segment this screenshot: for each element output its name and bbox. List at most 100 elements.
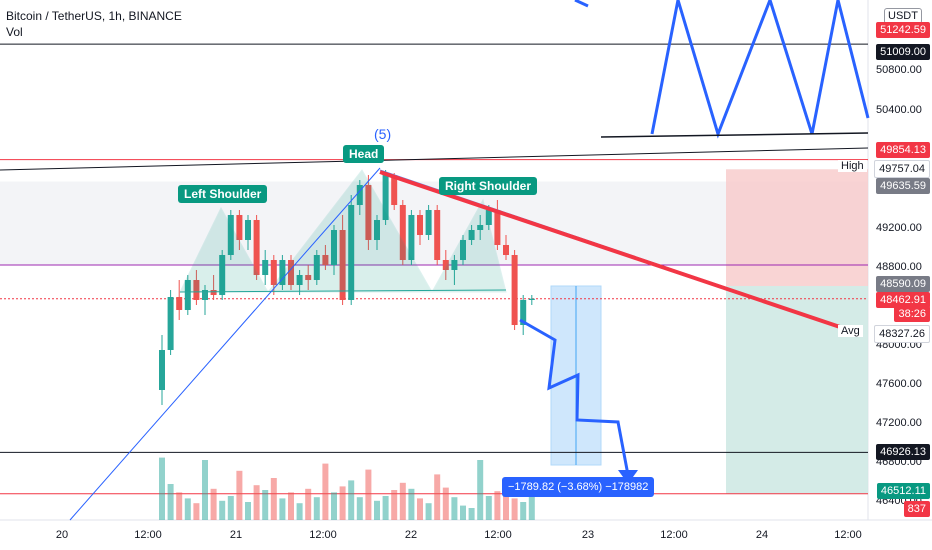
candle-body xyxy=(408,215,415,260)
volume-bar xyxy=(262,490,269,520)
volume-bar xyxy=(227,496,234,520)
volume-bar xyxy=(202,460,208,520)
volume-bar xyxy=(210,488,217,520)
x-tick-label: 20 xyxy=(55,529,69,541)
candle-body xyxy=(485,210,492,225)
volume-bar xyxy=(511,498,518,520)
volume-bar xyxy=(382,496,389,520)
volume-bar xyxy=(184,498,191,520)
volume-bar xyxy=(176,492,183,520)
volume-legend[interactable]: Vol xyxy=(6,25,23,39)
candle-body xyxy=(219,255,226,295)
volume-bar xyxy=(279,498,286,520)
chart-header: Bitcoin / TetherUS, 1h, BINANCE Vol xyxy=(6,8,182,40)
candle-body xyxy=(477,225,484,230)
candle-body xyxy=(159,350,165,390)
x-tick-label: 22 xyxy=(404,529,418,541)
y-tick-label: 47600.00 xyxy=(876,378,922,390)
volume-bar xyxy=(442,487,449,520)
upper-arrow-stub xyxy=(574,0,589,8)
volume-bar xyxy=(485,496,492,520)
volume-bar xyxy=(391,490,398,520)
x-tick-label: 12:00 xyxy=(309,529,337,541)
candle-body xyxy=(425,210,432,235)
candle-body xyxy=(245,220,251,240)
measure-label[interactable]: −1789.82 (−3.68%) −178982 xyxy=(502,477,655,497)
neckline xyxy=(179,289,507,293)
volume-bar xyxy=(245,502,251,520)
projection-path xyxy=(519,318,630,476)
upper-zigzag xyxy=(650,0,870,139)
x-tick-label: 12:00 xyxy=(834,529,862,541)
volume-bar xyxy=(219,500,226,520)
candle-body xyxy=(442,260,449,270)
price-tag-46926[interactable]: 46926.13 xyxy=(876,444,930,460)
head-label[interactable]: Head xyxy=(343,145,385,163)
volume-bar xyxy=(434,474,441,520)
price-tag-51242[interactable]: 51242.59 xyxy=(876,22,930,38)
avg-label: Avg xyxy=(838,325,863,337)
resistance-trendline xyxy=(379,170,841,329)
stop-zone xyxy=(726,169,868,286)
price-tag-countdown[interactable]: 38:26 xyxy=(894,306,930,322)
candle-body xyxy=(279,260,286,285)
price-tag-volume[interactable]: 837 xyxy=(903,501,930,517)
currency-button[interactable]: USDT xyxy=(884,8,922,24)
volume-bar xyxy=(339,486,346,520)
volume-bar xyxy=(270,478,277,520)
candle-body xyxy=(494,210,501,245)
price-tag-49635[interactable]: 49635.59 xyxy=(876,178,930,194)
volume-bar xyxy=(296,503,303,520)
price-tag-last[interactable]: 48462.91 xyxy=(876,292,930,308)
candle-body xyxy=(262,260,269,275)
price-tag-avg[interactable]: 48327.26 xyxy=(874,325,930,343)
candle-body xyxy=(339,230,346,300)
candle-body xyxy=(210,290,217,295)
candle-body xyxy=(391,175,398,205)
x-tick-label: 24 xyxy=(755,529,769,541)
candle-body xyxy=(296,275,303,285)
right-shoulder-label[interactable]: Right Shoulder xyxy=(439,177,537,195)
x-tick-label: 23 xyxy=(581,529,595,541)
candle-body xyxy=(468,230,475,240)
candle-body xyxy=(434,210,441,260)
volume-bar xyxy=(253,485,260,520)
volume-bar xyxy=(451,497,458,520)
price-tag-51009[interactable]: 51009.00 xyxy=(876,44,930,60)
volume-bar xyxy=(193,503,200,520)
candle-body xyxy=(193,280,200,300)
rising-trendline xyxy=(0,147,869,171)
price-tag-49854[interactable]: 49854.13 xyxy=(876,142,930,158)
volume-bar xyxy=(374,500,380,520)
y-tick-label: 50400.00 xyxy=(876,104,922,116)
range-zone xyxy=(0,181,868,265)
y-tick-label: 48800.00 xyxy=(876,261,922,273)
x-tick-label: 12:00 xyxy=(660,529,688,541)
candle-body xyxy=(288,260,294,285)
price-tag-46512[interactable]: 46512.11 xyxy=(876,483,930,499)
price-tag-high[interactable]: 49757.04 xyxy=(874,160,930,178)
upper-zigzag-base xyxy=(600,132,869,138)
volume-bar xyxy=(494,491,501,520)
volume-bar xyxy=(520,502,527,520)
candle-body xyxy=(331,230,337,265)
wave-5-label[interactable]: (5) xyxy=(374,126,392,142)
price-tag-48590[interactable]: 48590.09 xyxy=(876,276,930,292)
left-shoulder-label[interactable]: Left Shoulder xyxy=(178,185,268,203)
volume-bar xyxy=(236,470,243,520)
volume-bar xyxy=(313,497,320,520)
y-tick-label: 50800.00 xyxy=(876,64,922,76)
candle-body xyxy=(348,205,355,300)
volume-bar xyxy=(348,480,355,520)
candle-body xyxy=(202,290,208,300)
x-tick-label: 21 xyxy=(229,529,243,541)
target-zone xyxy=(726,286,868,494)
x-tick-label: 12:00 xyxy=(484,529,512,541)
symbol-title[interactable]: Bitcoin / TetherUS, 1h, BINANCE xyxy=(6,9,182,23)
volume-bar xyxy=(528,492,535,520)
candle-body xyxy=(382,175,389,220)
volume-bar xyxy=(365,469,372,520)
candle-body xyxy=(236,215,243,240)
candle-body xyxy=(322,255,329,265)
